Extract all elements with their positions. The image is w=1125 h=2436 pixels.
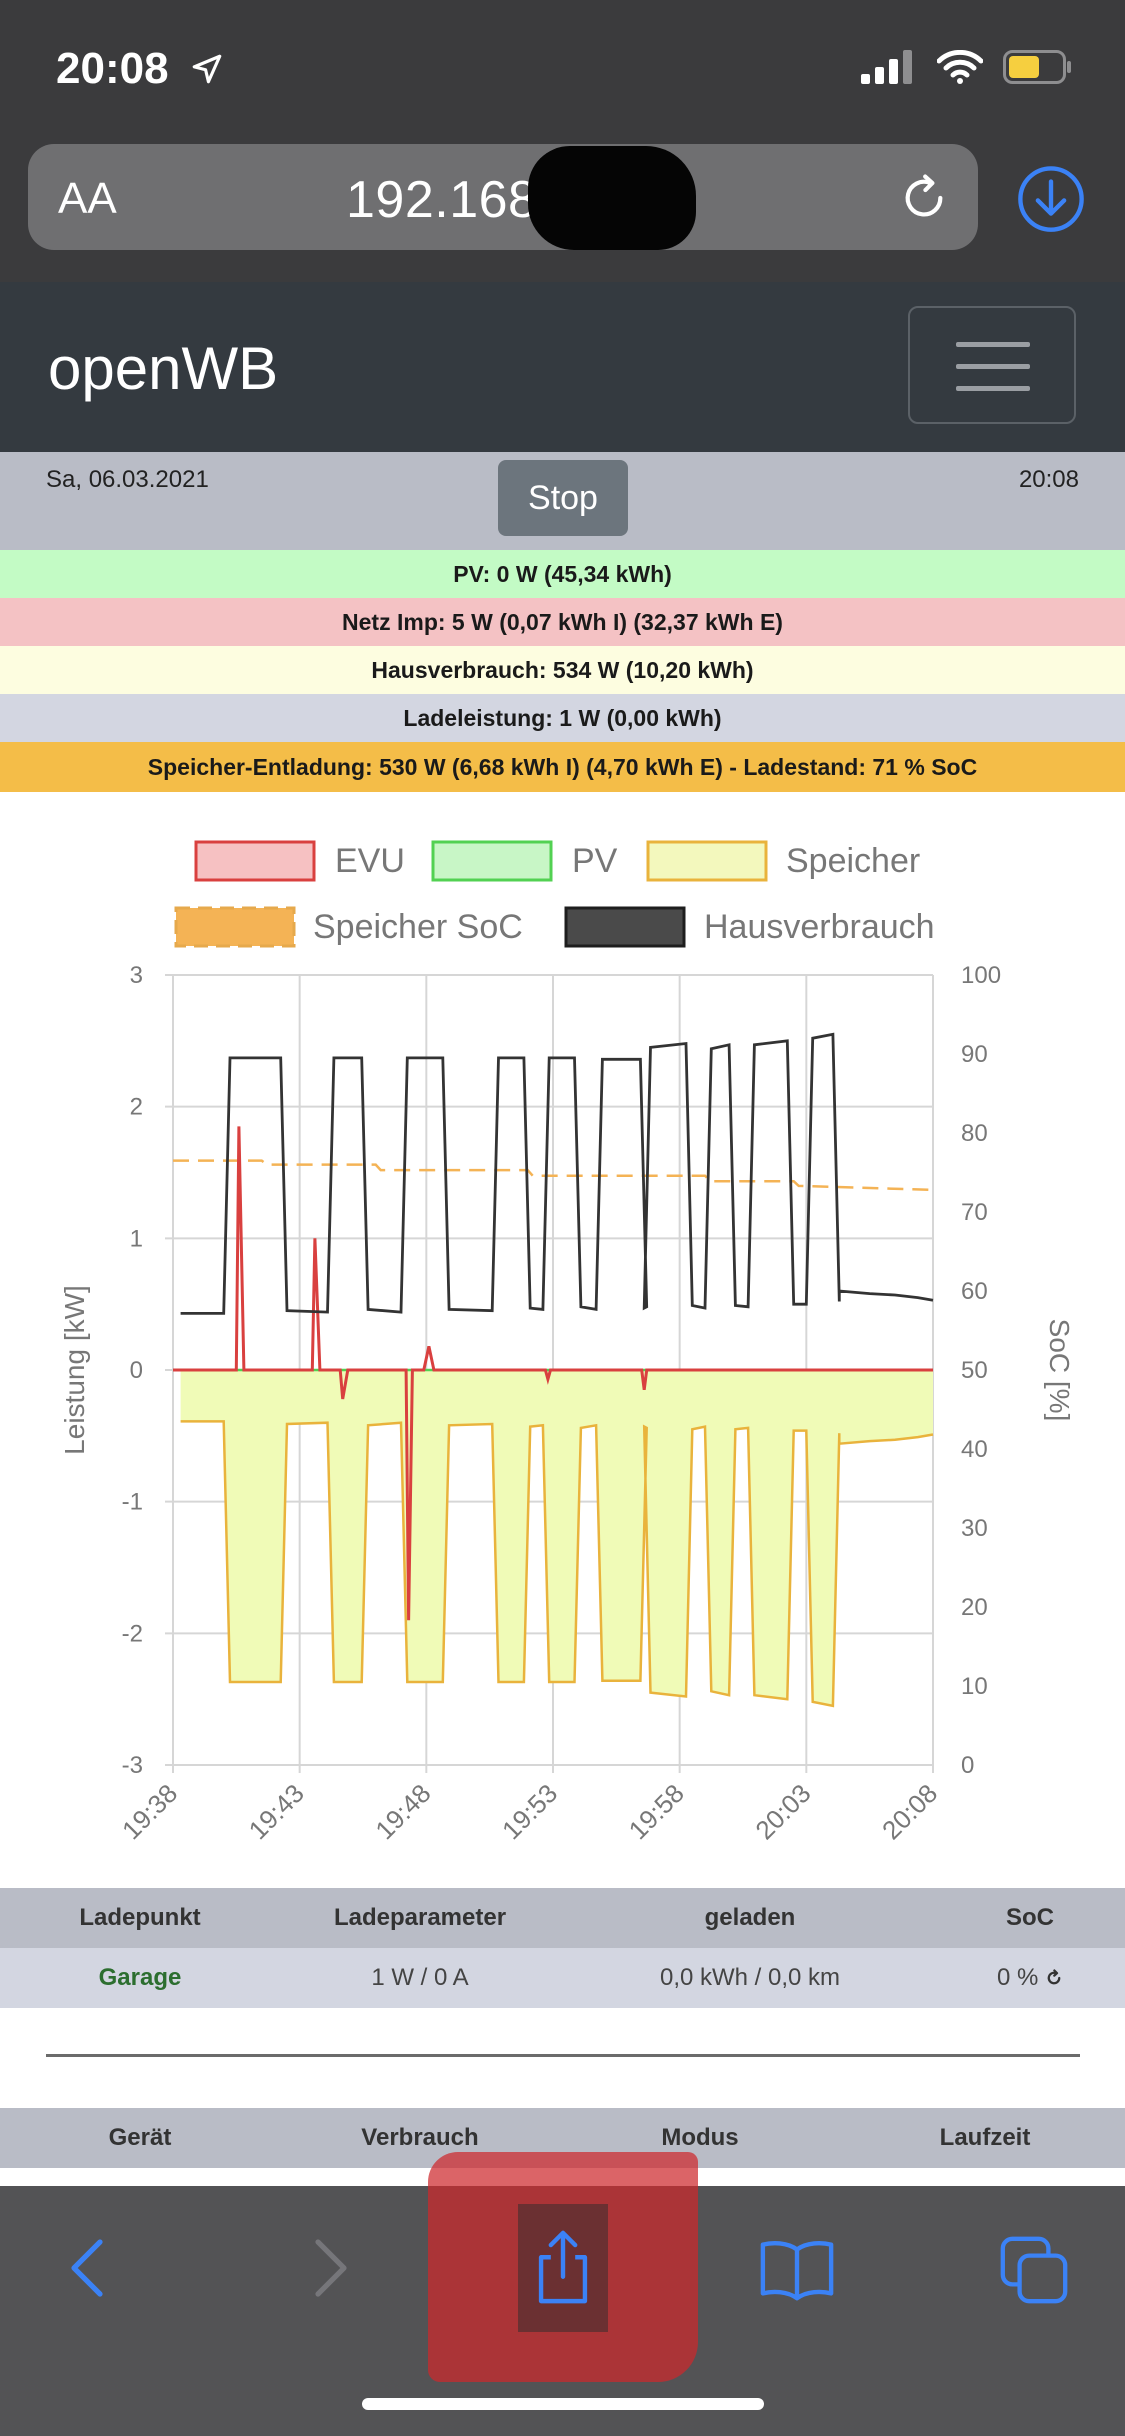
reload-icon[interactable]	[896, 170, 952, 226]
y2-tick-label: 60	[961, 1278, 988, 1305]
column-header: Laufzeit	[939, 2124, 1031, 2151]
y2-tick-label: 10	[961, 1673, 988, 1700]
signal-icon	[861, 50, 912, 84]
evu-line	[173, 1126, 933, 1621]
y2-axis-label: SoC [%]	[1044, 1319, 1075, 1422]
pv-info: PV: 0 W (45,34 kWh)	[0, 550, 1125, 598]
bookmarks-icon[interactable]	[758, 2236, 836, 2302]
table-row: Garage 1 W / 0 A 0,0 kWh / 0,0 km 0 %	[0, 1948, 1125, 2008]
x-tick-label: 19:53	[496, 1778, 563, 1845]
column-header: Ladeparameter	[333, 1904, 507, 1931]
legend-label: Speicher	[786, 842, 920, 880]
column-header: Verbrauch	[361, 2124, 479, 2151]
soc-value: 0 %	[996, 1964, 1039, 1991]
ladepunkt-name[interactable]: Garage	[98, 1964, 182, 1991]
y-tick-label: -1	[122, 1489, 143, 1516]
legend-label: Speicher SoC	[313, 908, 523, 946]
y-tick-label: 3	[130, 962, 143, 989]
y-tick-label: -2	[122, 1620, 143, 1647]
column-header: Ladepunkt	[79, 1904, 201, 1931]
speicher-line	[180, 1420, 934, 1708]
home-indicator	[362, 2398, 764, 2410]
x-tick-label: 19:58	[623, 1778, 690, 1845]
speicher-area	[180, 1370, 934, 1706]
legend-label: EVU	[335, 842, 405, 880]
hamburger-bar	[956, 364, 1030, 369]
status-time: 20:08	[56, 44, 169, 93]
legend-label: PV	[572, 842, 618, 880]
y2-tick-label: 100	[961, 962, 1001, 989]
legend-swatch	[431, 840, 553, 882]
divider	[46, 2054, 1080, 2057]
y-tick-label: 0	[130, 1357, 143, 1384]
download-icon[interactable]	[1016, 164, 1086, 234]
ladeleistung-info: Ladeleistung: 1 W (0,00 kWh)	[0, 694, 1125, 742]
hamburger-bar	[956, 342, 1030, 347]
legend-swatch	[564, 906, 686, 948]
column-header: SoC	[1006, 1904, 1054, 1931]
column-header: Modus	[661, 2124, 739, 2151]
x-tick-label: 19:38	[116, 1778, 183, 1845]
battery-icon	[1003, 50, 1071, 84]
back-icon[interactable]	[64, 2236, 112, 2300]
x-tick-label: 20:08	[876, 1778, 943, 1845]
x-tick-label: 19:48	[369, 1778, 436, 1845]
y-axis-label: Leistung [kW]	[59, 1285, 90, 1455]
address-bar[interactable]: AA 192.168.	[28, 144, 978, 250]
y2-tick-label: 80	[961, 1120, 988, 1147]
brand-logo[interactable]: openWB	[48, 335, 279, 402]
forward-icon[interactable]	[306, 2236, 354, 2300]
date-row: Sa, 06.03.2021 Stop 20:08	[0, 452, 1125, 550]
text-size-button[interactable]: AA	[58, 174, 117, 223]
location-arrow-icon	[192, 54, 222, 84]
y2-tick-label: 50	[961, 1357, 988, 1384]
speicher-info: Speicher-Entladung: 530 W (6,68 kWh I) (…	[0, 742, 1125, 792]
ladeparameter-value: 1 W / 0 A	[371, 1964, 469, 1991]
url-text[interactable]: 192.168.	[346, 171, 553, 229]
current-date: Sa, 06.03.2021	[46, 466, 209, 493]
ios-status-area: 20:08 AA 192.168.	[0, 0, 1125, 282]
refresh-icon[interactable]	[1045, 1969, 1063, 1987]
speicher-soc-line	[173, 1159, 934, 1192]
legend-swatch	[174, 906, 296, 948]
wifi-icon	[937, 50, 983, 84]
x-tick-label: 20:03	[749, 1778, 816, 1845]
current-time: 20:08	[1018, 466, 1079, 493]
redaction-mark	[528, 146, 696, 250]
tabs-icon[interactable]	[998, 2234, 1070, 2306]
y2-tick-label: 20	[961, 1594, 988, 1621]
legend-swatch	[646, 840, 768, 882]
y2-tick-label: 90	[961, 1041, 988, 1068]
y2-tick-label: 0	[961, 1752, 974, 1779]
ladepunkt-table-header: Ladepunkt Ladeparameter geladen SoC	[0, 1888, 1125, 1948]
y-tick-label: 1	[130, 1225, 143, 1252]
soc-cell: 0 %	[890, 1948, 1125, 2008]
netz-info: Netz Imp: 5 W (0,07 kWh I) (32,37 kWh E)	[0, 598, 1125, 646]
column-header: geladen	[704, 1904, 796, 1931]
hamburger-bar	[956, 386, 1030, 391]
y2-tick-label: 40	[961, 1436, 988, 1463]
y2-tick-label: 30	[961, 1515, 988, 1542]
y-tick-label: 2	[130, 1094, 143, 1121]
column-header: Gerät	[108, 2124, 172, 2151]
geraete-table-header: Gerät Verbrauch Modus Laufzeit	[0, 2108, 1125, 2168]
x-tick-label: 19:43	[243, 1778, 310, 1845]
legend-swatch	[194, 840, 316, 882]
y-tick-label: -3	[122, 1752, 143, 1779]
hausverbrauch-info: Hausverbrauch: 534 W (10,20 kWh)	[0, 646, 1125, 694]
geladen-value: 0,0 kWh / 0,0 km	[659, 1964, 841, 1991]
y2-tick-label: 70	[961, 1199, 988, 1226]
navbar: openWB	[0, 282, 1125, 452]
legend-label: Hausverbrauch	[704, 908, 935, 946]
hausverbrauch-line	[180, 1032, 934, 1315]
menu-toggle-button[interactable]	[908, 306, 1076, 424]
share-icon[interactable]	[528, 2228, 598, 2306]
stop-button[interactable]: Stop	[498, 460, 628, 536]
